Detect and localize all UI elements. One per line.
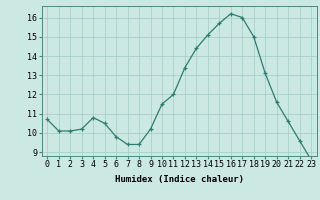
X-axis label: Humidex (Indice chaleur): Humidex (Indice chaleur) [115,175,244,184]
